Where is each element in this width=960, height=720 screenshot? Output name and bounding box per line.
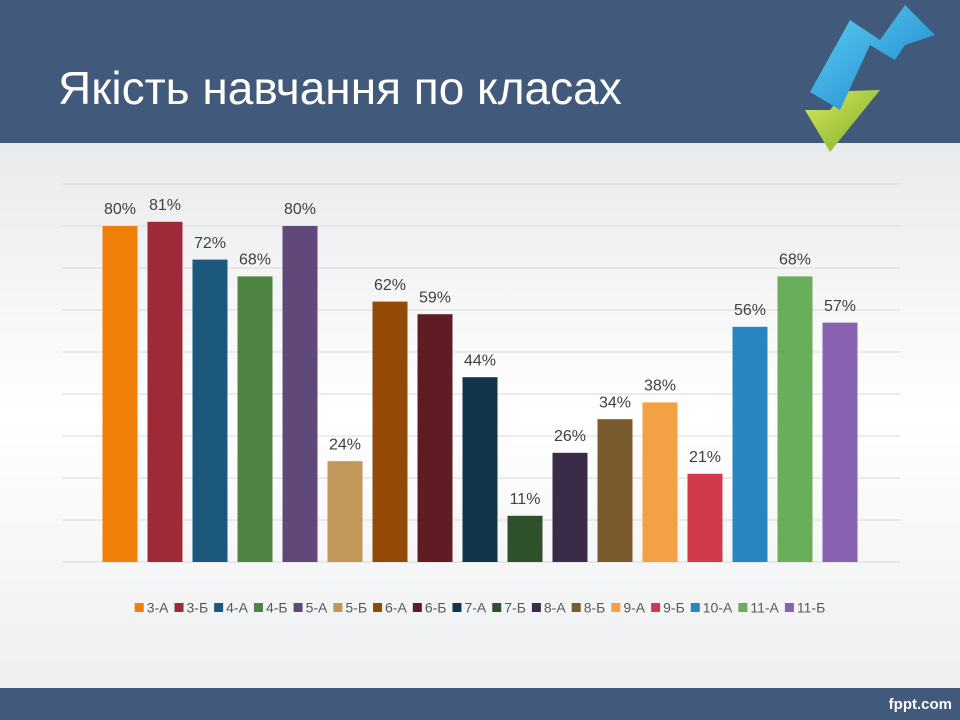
legend-label: 6-А: [385, 600, 407, 616]
legend-swatch: [174, 603, 184, 612]
bar: [732, 326, 768, 562]
legend-swatch: [738, 603, 748, 612]
legend-label: 3-Б: [187, 600, 209, 616]
legend-label: 9-Б: [663, 600, 685, 616]
legend-label: 4-А: [226, 600, 248, 616]
bar: [372, 301, 408, 562]
legend-swatch: [651, 603, 661, 612]
data-label: 44%: [464, 352, 496, 369]
legend-label: 6-Б: [425, 600, 447, 616]
bar: [192, 259, 228, 562]
legend-label: 8-А: [544, 600, 566, 616]
legend-label: 4-Б: [266, 600, 288, 616]
bar: [237, 276, 273, 562]
legend-swatch: [373, 603, 383, 612]
legend-swatch: [333, 603, 343, 612]
legend-swatch: [784, 603, 794, 612]
bar: [102, 226, 138, 562]
footer-text: fppt.com: [889, 696, 952, 713]
data-label: 11%: [510, 491, 541, 508]
legend-swatch: [611, 603, 621, 612]
legend-label: 5-Б: [345, 600, 367, 616]
legend-label: 7-Б: [504, 600, 526, 616]
data-label: 81%: [149, 197, 181, 214]
legend-label: 5-А: [306, 600, 328, 616]
data-label: 62%: [374, 277, 406, 294]
bar: [687, 473, 723, 562]
data-label: 56%: [734, 302, 766, 319]
legend-swatch: [134, 603, 144, 612]
bar: [417, 314, 453, 562]
legend-swatch: [214, 603, 224, 612]
plot: 80% 81% 72% 68% 80% 24% 62% 59% 44% 11% 26% 34% 38% 2…: [62, 183, 900, 616]
title: Якість навчання по класах: [58, 62, 622, 114]
data-label: 80%: [104, 201, 136, 218]
arrow-icon: [805, 5, 935, 152]
legend-swatch: [293, 603, 303, 612]
bar: [507, 515, 543, 562]
bar: [597, 419, 633, 562]
data-label: 24%: [329, 436, 361, 453]
data-label: 57%: [824, 298, 856, 315]
data-label: 68%: [239, 252, 271, 269]
bar: [777, 276, 813, 562]
data-label: 34%: [599, 394, 631, 411]
bar: [147, 221, 183, 563]
data-label: 59%: [419, 289, 451, 306]
legend-label: 11-А: [750, 600, 779, 616]
bar: [642, 402, 678, 562]
legend-label: 7-А: [464, 600, 486, 616]
legend-swatch: [253, 603, 263, 612]
legend-label: 11-Б: [797, 600, 825, 616]
legend-swatch: [690, 603, 700, 612]
data-label: 80%: [284, 201, 316, 218]
data-label: 68%: [779, 252, 811, 269]
legend-label: 3-А: [147, 600, 169, 616]
legend-swatch: [571, 603, 581, 612]
bar: [822, 322, 858, 562]
legend-label: 9-А: [623, 600, 645, 616]
legend-swatch: [412, 603, 422, 612]
legend-label: 10-А: [703, 600, 733, 616]
bar: [327, 461, 363, 562]
bar: [282, 226, 318, 562]
bar: [462, 377, 498, 562]
legend-swatch: [531, 603, 541, 612]
data-label: 21%: [689, 449, 721, 466]
footer-band: [0, 688, 960, 720]
legend-swatch: [492, 603, 502, 612]
data-label: 26%: [554, 428, 586, 445]
legend-label: 8-Б: [584, 600, 606, 616]
legend-swatch: [452, 603, 462, 612]
bar: [552, 452, 588, 562]
header-band: [0, 0, 960, 143]
data-label: 38%: [644, 378, 676, 395]
data-label: 72%: [194, 235, 226, 252]
